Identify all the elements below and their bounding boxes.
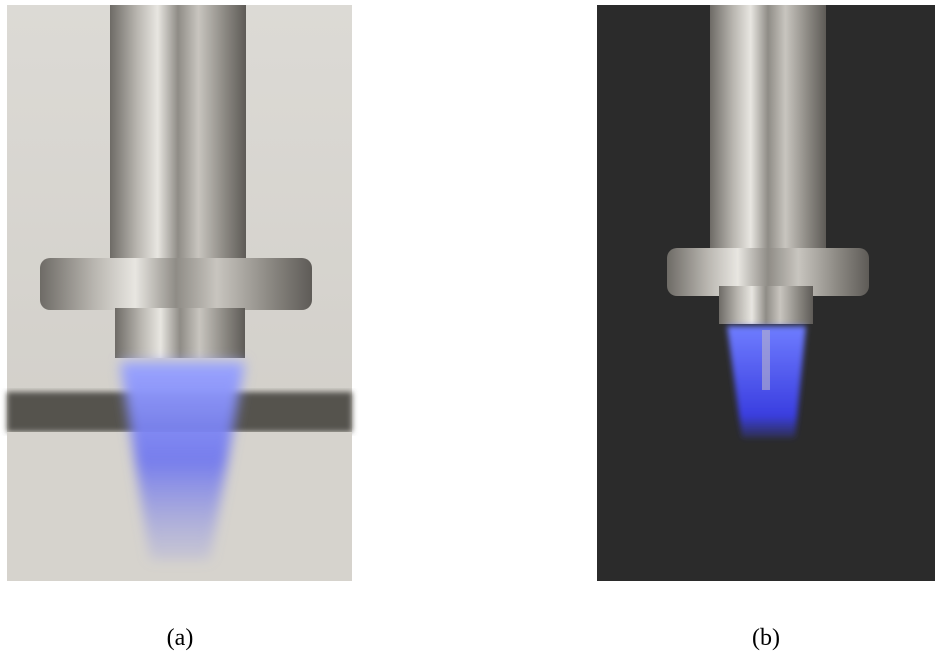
photo-b xyxy=(597,5,935,581)
caption-b: (b) xyxy=(752,625,780,651)
photo-a xyxy=(7,5,352,581)
caption-a: (a) xyxy=(167,625,194,651)
figure: (a) (b) xyxy=(0,0,935,667)
page: (a) (b) (() => { const data = JSON.parse… xyxy=(0,0,935,667)
